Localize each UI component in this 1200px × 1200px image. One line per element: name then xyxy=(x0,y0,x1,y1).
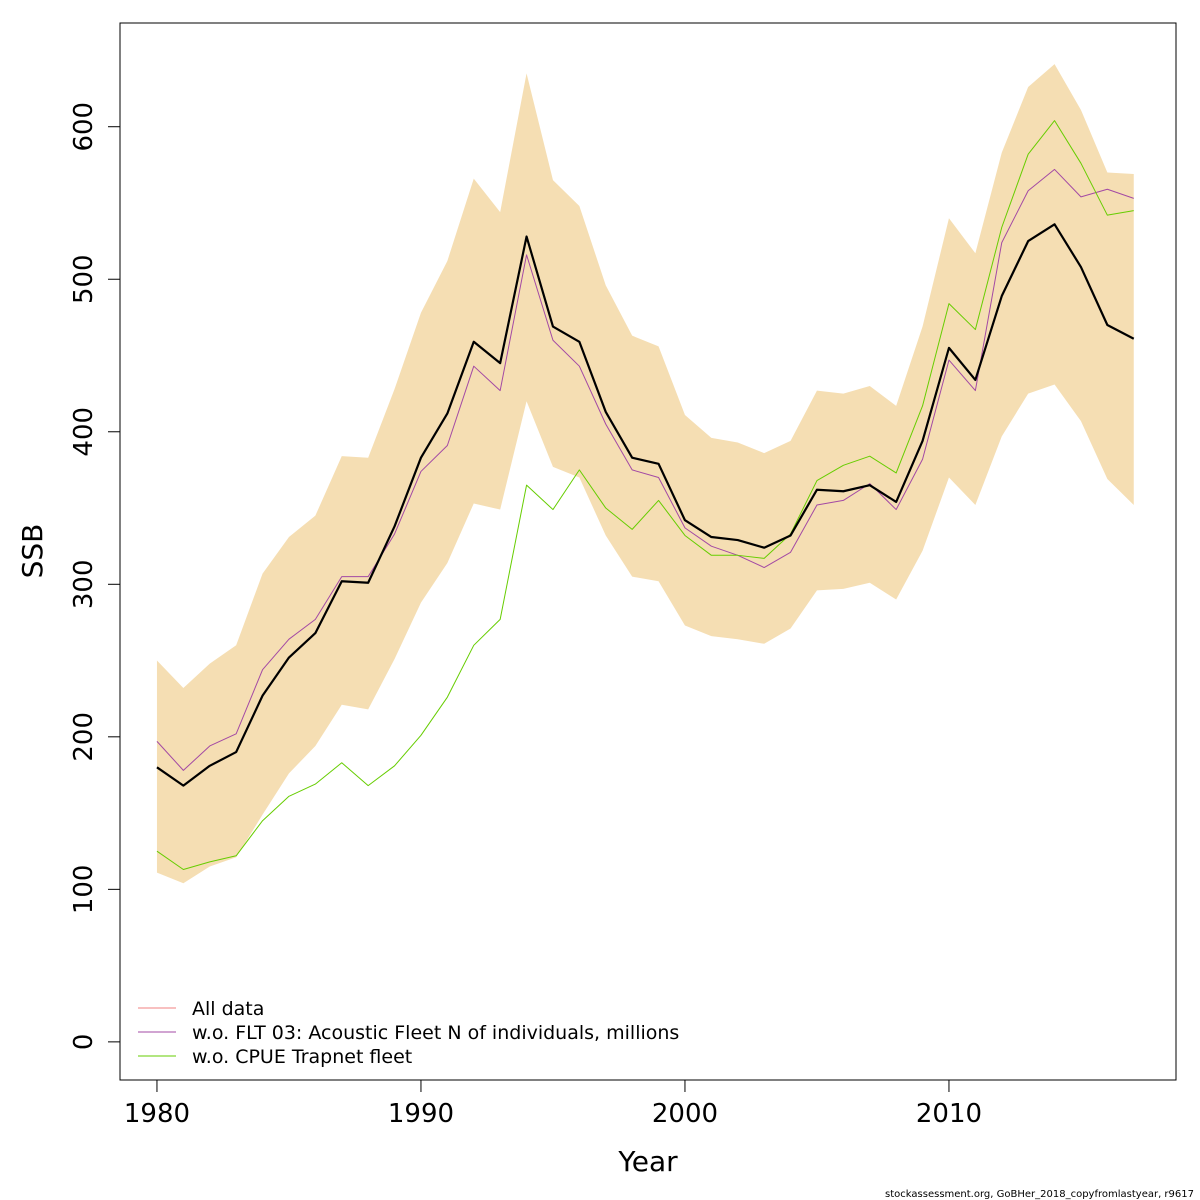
x-tick-label: 2010 xyxy=(916,1099,982,1129)
series-layer xyxy=(156,120,1135,871)
x-axis: 1980 1990 2000 2010 xyxy=(124,1079,982,1129)
y-axis-title: SSB xyxy=(16,524,49,579)
series-line-2 xyxy=(156,120,1134,871)
y-axis: 0 100 200 300 400 500 600 xyxy=(69,102,121,1051)
y-tick-label: 300 xyxy=(69,559,99,609)
y-tick-label: 500 xyxy=(69,254,99,304)
series-line-1 xyxy=(156,168,1134,771)
legend-label: w.o. CPUE Trapnet fleet xyxy=(192,1046,412,1068)
footer-credit: stockassessment.org, GoBHer_2018_copyfro… xyxy=(885,1189,1194,1200)
legend-label: All data xyxy=(192,998,264,1020)
x-tick-label: 2000 xyxy=(652,1099,718,1129)
x-tick-label: 1990 xyxy=(388,1099,454,1129)
series-line-3 xyxy=(156,223,1135,787)
legend-label: w.o. FLT 03: Acoustic Fleet N of individ… xyxy=(192,1022,679,1044)
y-tick-label: 100 xyxy=(69,865,99,915)
y-tick-label: 200 xyxy=(69,712,99,762)
y-tick-label: 0 xyxy=(69,1034,99,1051)
x-axis-title: Year xyxy=(617,1145,678,1178)
x-tick-label: 1980 xyxy=(124,1099,190,1129)
y-tick-label: 600 xyxy=(69,102,99,152)
y-tick-label: 400 xyxy=(69,407,99,457)
